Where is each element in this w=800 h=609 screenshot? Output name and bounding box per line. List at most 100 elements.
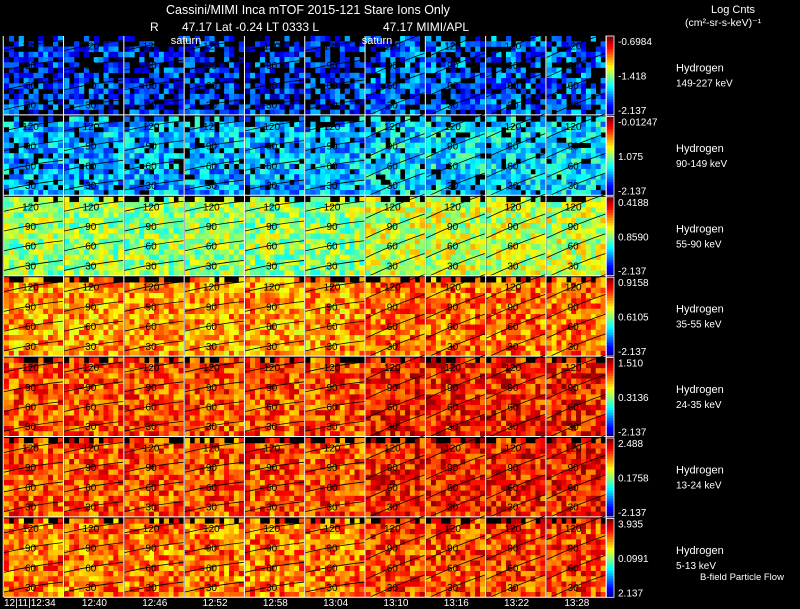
contour-label: 90 <box>146 463 158 474</box>
contour-line <box>365 554 425 580</box>
colorbar-min-label: -2.137 <box>618 106 647 117</box>
contour-label: 120 <box>263 202 280 213</box>
contour-line <box>305 120 365 132</box>
panel-r5-c8: 120 90 60 30 <box>486 435 546 520</box>
contour-label: 90 <box>326 544 338 555</box>
contour-line <box>64 260 124 271</box>
contour-line <box>124 240 184 252</box>
contour-line <box>365 172 425 198</box>
contour-label: 120 <box>324 202 341 213</box>
contour-line <box>245 140 305 151</box>
contour-label: 90 <box>507 544 519 555</box>
contour-label: 60 <box>507 322 519 333</box>
contour-label: 90 <box>387 142 399 153</box>
panel-r1-c4: 120 90 60 30 <box>245 116 305 196</box>
panel-r5-c7: 120 90 60 30 <box>425 435 486 520</box>
contour-line <box>124 260 184 271</box>
contour-line <box>64 420 124 432</box>
channel-species-label: Hydrogen <box>676 143 724 155</box>
contour-label: 60 <box>146 242 158 253</box>
contour-line <box>425 193 486 219</box>
contour-label: 60 <box>25 242 37 253</box>
contour-label: 120 <box>82 42 99 53</box>
contour-label: 30 <box>387 101 399 112</box>
contour-line <box>425 274 486 300</box>
contour-line <box>486 515 546 541</box>
contour-line <box>3 522 63 534</box>
contour-line <box>124 159 184 171</box>
contour-label: 60 <box>387 483 399 494</box>
contour-label: 90 <box>25 222 37 233</box>
contour-label: 90 <box>447 142 459 153</box>
contour-line <box>425 454 486 480</box>
contour-label: 30 <box>146 583 158 594</box>
panel-r4-c1: 120 90 60 30 <box>64 357 124 437</box>
panel-r2-c9: 120 90 60 30 <box>546 193 606 278</box>
contour-line <box>124 59 184 71</box>
colorbar-max-label: -0.6984 <box>618 37 652 48</box>
contour-label: 120 <box>203 363 220 374</box>
contour-line <box>64 220 124 232</box>
contour-line <box>245 59 305 71</box>
contour-label: 90 <box>146 61 158 72</box>
contour-label: 30 <box>146 181 158 192</box>
contour-label: 90 <box>266 302 278 313</box>
contour-line <box>3 281 63 293</box>
contour-line <box>365 233 425 259</box>
contour-line <box>3 200 63 212</box>
contour-line <box>3 401 63 412</box>
contour-line <box>245 179 305 191</box>
contour-label: 120 <box>203 122 220 133</box>
contour-label: 120 <box>324 283 341 294</box>
channel-species-label: Hydrogen <box>676 545 724 557</box>
contour-label: 90 <box>206 61 218 72</box>
contour-label: 90 <box>326 222 338 233</box>
contour-line <box>184 361 244 373</box>
contour-label: 60 <box>266 403 278 414</box>
panel-r4-c0: 120 90 60 30 <box>3 357 64 437</box>
contour-line <box>365 333 425 359</box>
contour-label: 30 <box>387 503 399 514</box>
contour-line <box>425 554 486 580</box>
panel-r5-c9: 120 90 60 30 <box>546 435 606 520</box>
contour-label: 30 <box>326 101 338 112</box>
contour-line <box>245 200 305 212</box>
contour-label: 60 <box>447 483 459 494</box>
contour-line <box>3 240 63 252</box>
contour-label: 120 <box>82 202 99 213</box>
panel-r5-c4: 120 90 60 30 <box>245 438 305 518</box>
contour-label: 120 <box>565 524 582 535</box>
contour-line <box>546 233 606 259</box>
contour-line <box>365 33 425 58</box>
contour-line <box>425 494 486 520</box>
panel-r2-c8: 120 90 60 30 <box>486 193 546 278</box>
contour-label: 30 <box>447 422 459 433</box>
contour-label: 60 <box>85 242 97 253</box>
panel-r0-c9: 120 90 60 30 <box>546 33 606 118</box>
contour-line <box>64 79 124 91</box>
contour-label: 60 <box>568 403 580 414</box>
contour-line <box>184 99 244 111</box>
contour-line <box>365 535 425 560</box>
contour-line <box>184 140 244 151</box>
contour-label: 30 <box>507 342 519 353</box>
contour-label: 90 <box>85 544 97 555</box>
contour-line <box>3 420 63 432</box>
contour-label: 30 <box>387 342 399 353</box>
contour-line <box>305 260 365 271</box>
contour-label: 30 <box>568 342 580 353</box>
channel-energy-label: 90-149 keV <box>676 159 727 170</box>
contour-label: 120 <box>263 363 280 374</box>
contour-label: 30 <box>206 583 218 594</box>
contour-line <box>486 374 546 400</box>
contour-label: 30 <box>146 101 158 112</box>
contour-line <box>365 193 425 219</box>
contour-line <box>305 200 365 212</box>
colorbar-2 <box>605 196 615 277</box>
contour-label: 30 <box>85 181 97 192</box>
panel-r2-c3: 120 90 60 30 <box>184 196 244 276</box>
contour-line <box>3 220 63 232</box>
panel-r1-c1: 120 90 60 30 <box>64 116 124 196</box>
contour-line <box>3 481 63 493</box>
contour-label: 30 <box>447 583 459 594</box>
